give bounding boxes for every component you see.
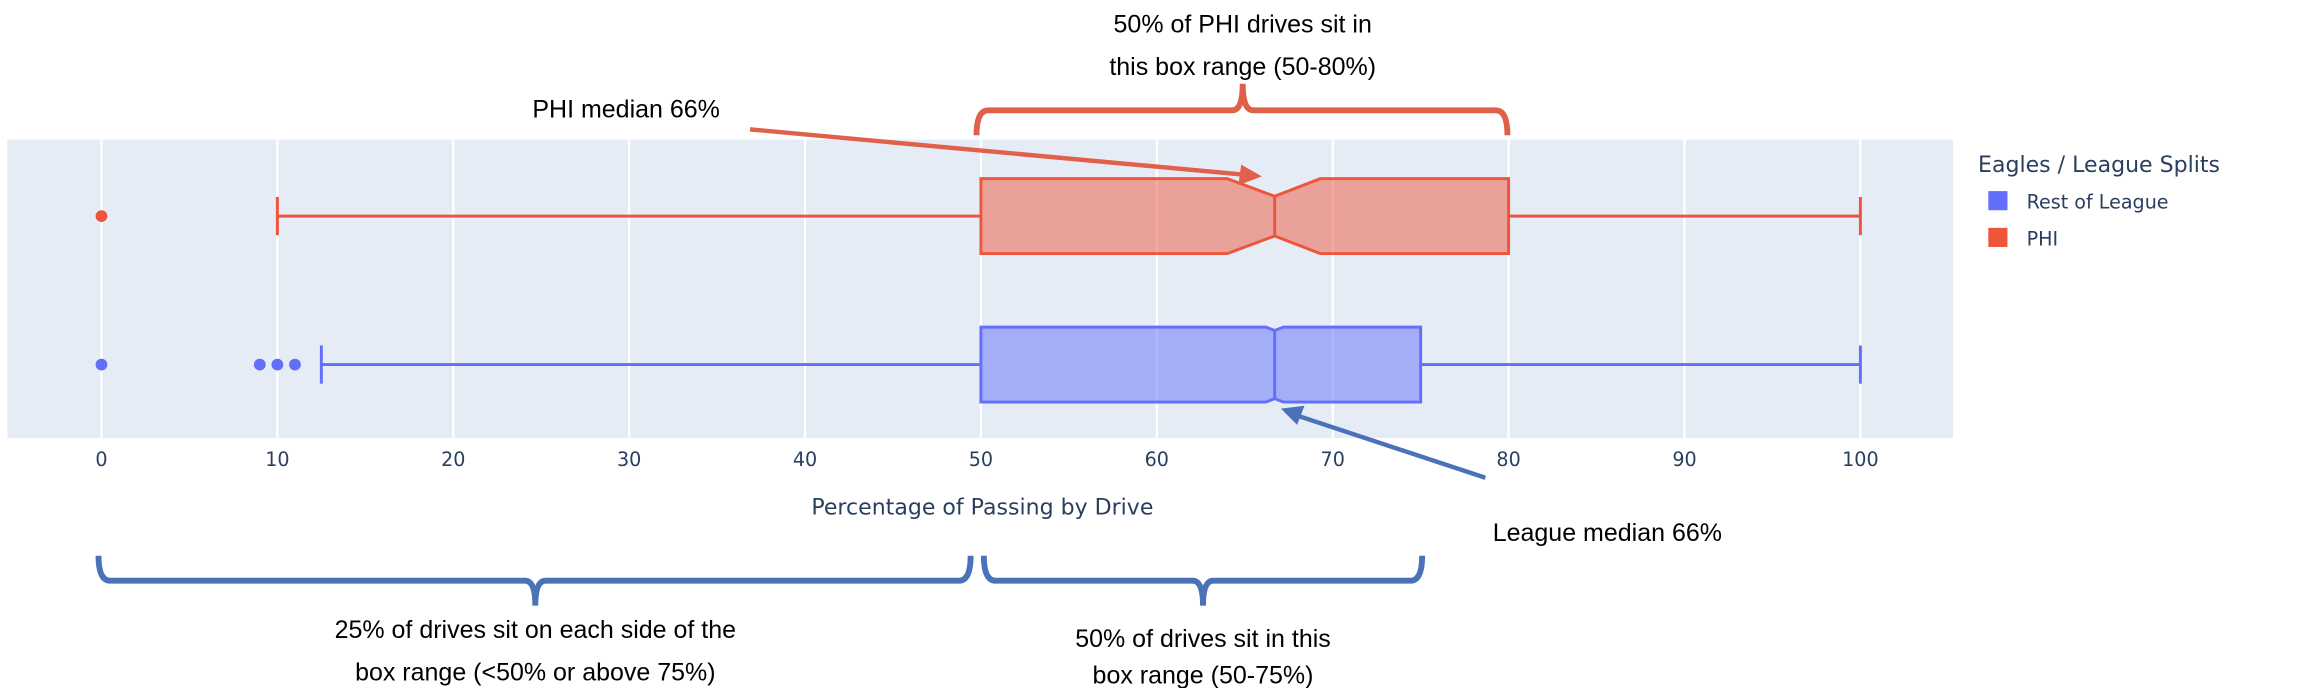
phi-median-arrowhead xyxy=(1238,164,1262,186)
x-tick-label: 70 xyxy=(1321,448,1345,471)
box-rest-of-league xyxy=(95,325,1862,404)
legend-item-rest-of-league[interactable]: Rest of League xyxy=(2027,191,2169,214)
league-range-annotation-line2: box range (50-75%) xyxy=(1093,662,1314,688)
box-body xyxy=(979,177,1511,256)
x-tick-label: 10 xyxy=(265,448,289,471)
legend-item-phi[interactable]: PHI xyxy=(2027,228,2059,251)
league-median-arrowhead xyxy=(1280,405,1305,425)
x-tick-label: 90 xyxy=(1672,448,1696,471)
league-median-arrow xyxy=(1293,412,1487,480)
x-tick-label: 50 xyxy=(969,448,993,471)
league-tails-annotation-line1: 25% of drives sit on each side of the xyxy=(335,616,736,644)
league-tails-brace xyxy=(95,555,974,606)
x-tick-label: 60 xyxy=(1145,448,1169,471)
x-tick-label: 30 xyxy=(617,448,641,471)
league-tails-annotation-line2: box range (<50% or above 75%) xyxy=(355,659,715,687)
phi-range-annotation-line1: 50% of PHI drives sit in xyxy=(1114,10,1372,38)
x-tick-label: 40 xyxy=(793,448,817,471)
box-body xyxy=(979,325,1423,404)
x-axis-title: Percentage of Passing by Drive xyxy=(811,496,1153,521)
phi-median-annotation: PHI median 66% xyxy=(532,96,720,124)
legend: Eagles / League Splits Rest of League PH… xyxy=(1978,153,2220,250)
outlier-point xyxy=(289,358,301,371)
phi-range-brace xyxy=(973,83,1511,136)
phi-range-annotation-line2: this box range (50-80%) xyxy=(1109,53,1376,81)
x-tick-label: 0 xyxy=(95,448,107,471)
x-tick-label: 100 xyxy=(1842,448,1878,471)
outlier-point xyxy=(253,358,266,371)
legend-title: Eagles / League Splits xyxy=(1978,153,2220,178)
x-tick-label: 80 xyxy=(1496,448,1520,471)
box-phi xyxy=(95,177,1862,256)
legend-swatch-rest-of-league[interactable] xyxy=(1988,191,2008,211)
league-range-annotation-line1: 50% of drives sit in this xyxy=(1075,625,1331,653)
league-range-brace xyxy=(980,555,1426,606)
league-median-annotation: League median 66% xyxy=(1493,519,1722,547)
outlier-point xyxy=(271,358,284,371)
x-tick-label: 20 xyxy=(441,448,465,471)
outlier-point xyxy=(95,210,108,222)
phi-median-arrow xyxy=(749,127,1248,178)
outlier-point xyxy=(95,358,108,371)
legend-swatch-phi[interactable] xyxy=(1988,227,2008,247)
